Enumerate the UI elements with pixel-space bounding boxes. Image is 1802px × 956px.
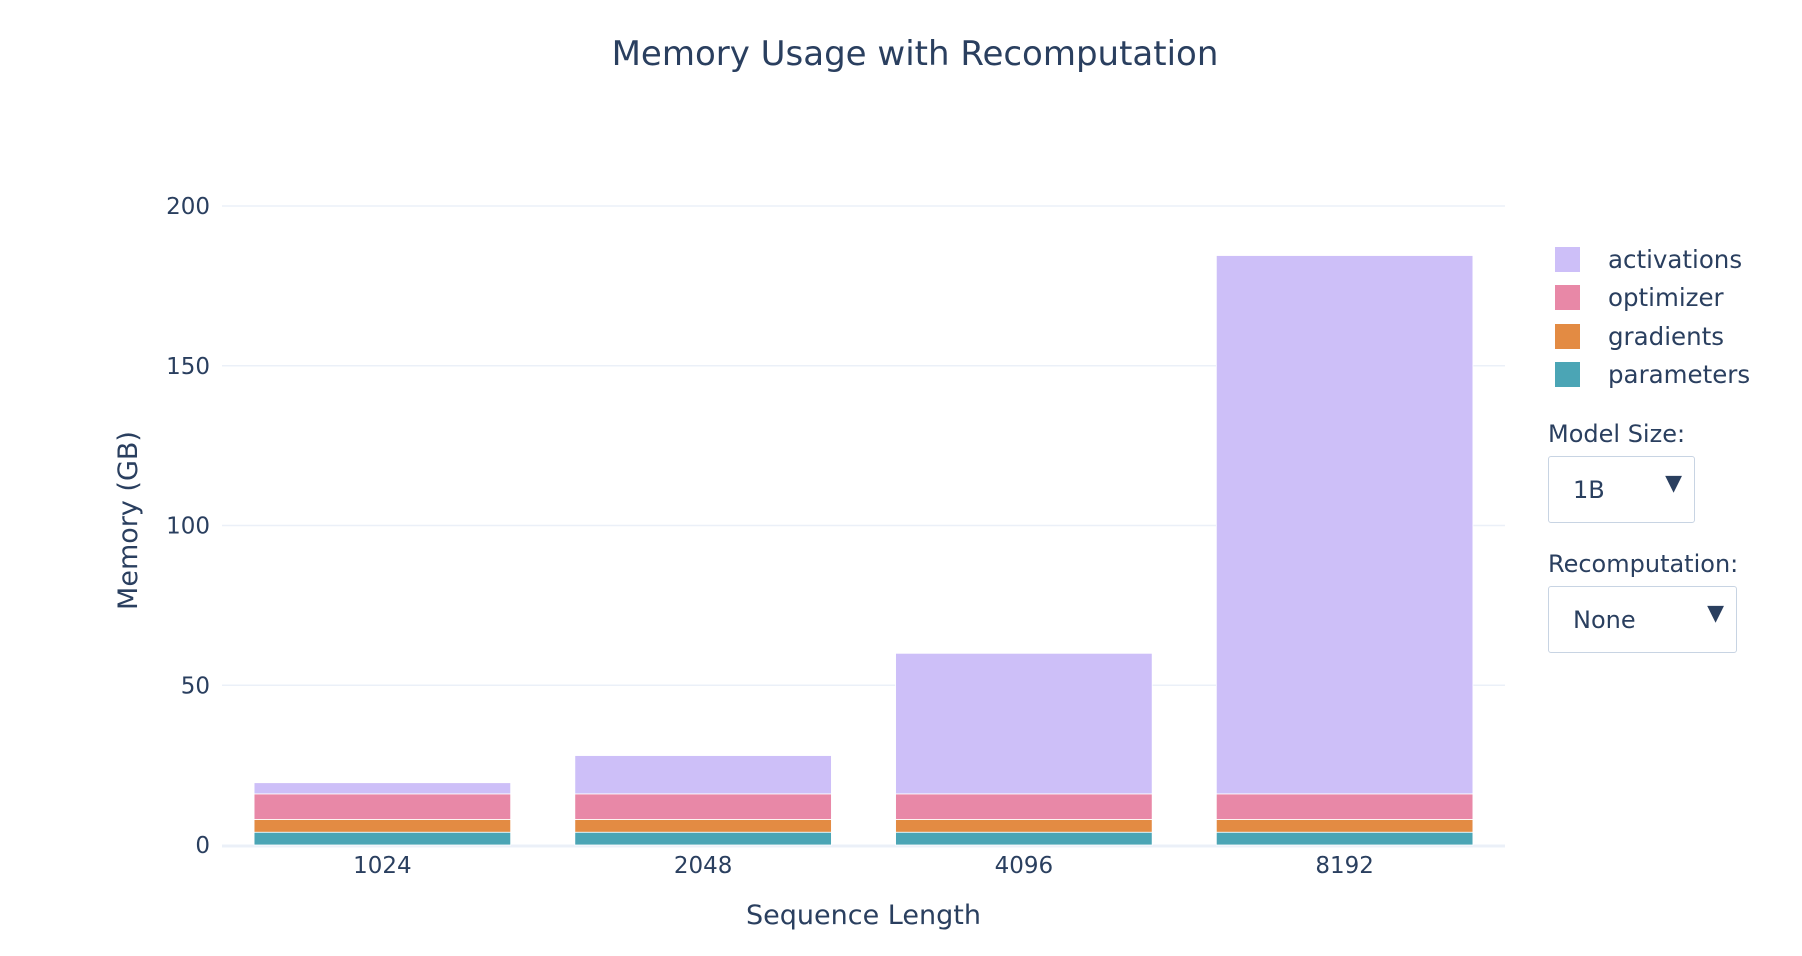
bar-gradients-2048 (574, 819, 832, 833)
x-tick-label: 2048 (674, 853, 733, 879)
legend: activations optimizer gradients parameters (1555, 240, 1750, 394)
legend-item-gradients[interactable]: gradients (1555, 317, 1750, 356)
y-tick-label: 100 (166, 514, 210, 540)
bar-optimizer-1024 (253, 793, 512, 820)
recomputation-dropdown[interactable]: None ▼ (1548, 586, 1737, 653)
legend-swatch (1555, 246, 1580, 272)
x-axis-title: Sequence Length (746, 900, 981, 931)
legend-label: parameters (1608, 360, 1751, 390)
legend-swatch (1555, 323, 1580, 349)
bar-activations-8192 (1215, 255, 1474, 795)
legend-label: gradients (1608, 321, 1724, 351)
legend-label: activations (1608, 244, 1743, 274)
recomputation-value: None (1573, 605, 1636, 634)
bar-gradients-1024 (253, 819, 512, 833)
bar-activations-1024 (253, 782, 512, 795)
legend-label: optimizer (1608, 283, 1724, 313)
bar-optimizer-8192 (1215, 793, 1474, 820)
x-tick-label: 1024 (353, 853, 412, 879)
bar-optimizer-2048 (574, 793, 832, 820)
y-tick-label: 0 (195, 833, 210, 859)
bar-parameters-8192 (1215, 831, 1474, 846)
legend-item-optimizer[interactable]: optimizer (1555, 279, 1750, 318)
legend-swatch (1555, 285, 1580, 311)
model-size-label: Model Size: (1548, 420, 1686, 448)
triangle-down-icon: ▼ (1707, 601, 1724, 626)
y-tick-label: 150 (166, 354, 210, 380)
bar-optimizer-4096 (895, 793, 1153, 820)
bar-parameters-2048 (574, 831, 832, 846)
model-size-value: 1B (1573, 475, 1605, 504)
y-tick-label: 200 (166, 194, 210, 220)
legend-item-activations[interactable]: activations (1555, 240, 1750, 279)
bar-activations-2048 (574, 755, 832, 795)
chart-title: Memory Usage with Recomputation (611, 34, 1219, 74)
bar-parameters-1024 (253, 831, 512, 846)
x-tick-label: 8192 (1315, 853, 1374, 879)
bar-gradients-4096 (895, 819, 1153, 833)
model-size-dropdown[interactable]: 1B ▼ (1548, 456, 1695, 523)
bar-activations-4096 (895, 652, 1153, 795)
recomputation-control: Recomputation: None ▼ (1548, 550, 1738, 653)
x-tick-label: 4096 (995, 853, 1054, 879)
model-size-control: Model Size: 1B ▼ (1548, 420, 1695, 523)
y-axis-title: Memory (GB) (113, 431, 144, 610)
legend-item-parameters[interactable]: parameters (1555, 356, 1750, 395)
y-tick-label: 50 (181, 673, 210, 699)
recomputation-label: Recomputation: (1548, 550, 1739, 578)
bar-gradients-8192 (1215, 819, 1474, 833)
legend-swatch (1555, 362, 1580, 388)
triangle-down-icon: ▼ (1665, 471, 1682, 496)
bar-parameters-4096 (895, 831, 1153, 846)
